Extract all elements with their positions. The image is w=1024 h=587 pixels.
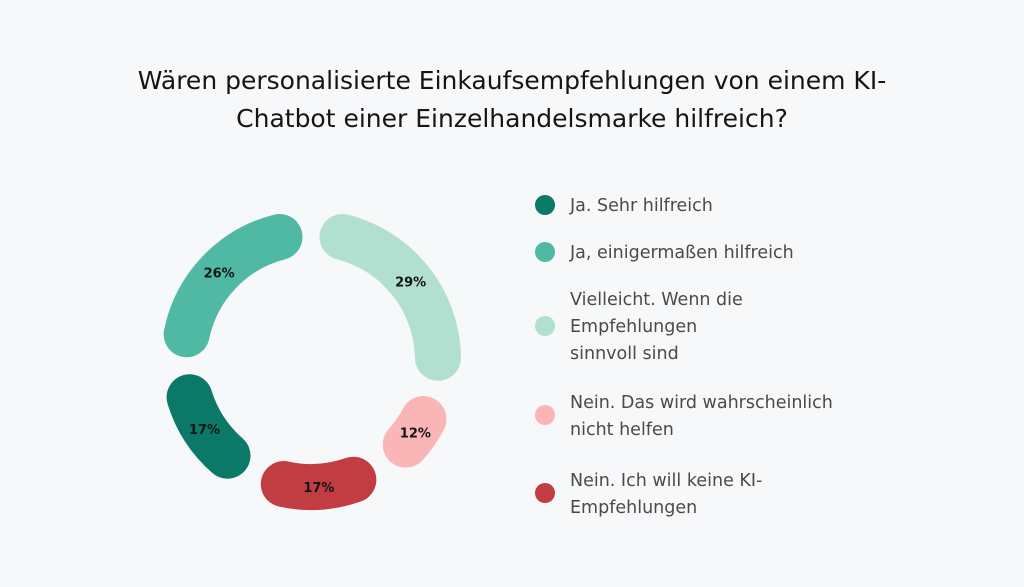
donut-segment-3 [166, 374, 251, 479]
legend-item-ja-sehr-hilfreich: Ja. Sehr hilfreich [535, 193, 860, 220]
donut-label-0: 29% [395, 275, 426, 290]
legend-label: Nein. Das wird wahrscheinlich nicht helf… [570, 393, 833, 440]
legend-label: Nein. Ich will keine KI- Empfehlungen [570, 471, 763, 518]
donut-percent-labels: 29% 12% 17% 17% 26% [189, 266, 431, 495]
legend-swatch [535, 483, 555, 503]
legend-swatch [535, 242, 555, 262]
donut-segment-0 [319, 213, 461, 381]
legend-item-nein-keine-ki: Nein. Ich will keine KI- Empfehlungen [535, 471, 860, 522]
donut-label-3: 17% [189, 423, 220, 438]
legend-label: Ja, einigermaßen hilfreich [570, 243, 794, 263]
legend-item-nein-wahrscheinlich-nicht: Nein. Das wird wahrscheinlich nicht helf… [535, 393, 860, 444]
legend-item-vielleicht: Vielleicht. Wenn die Empfehlungen sinnvo… [535, 290, 860, 368]
donut-label-4: 26% [204, 266, 235, 281]
chart-title-line-1: Wären personalisierte Einkaufsempfehlung… [137, 66, 887, 95]
legend-swatch [535, 195, 555, 215]
chart-title-line-2: Chatbot einer Einzelhandelsmarke hilfrei… [236, 104, 788, 133]
legend-label: Vielleicht. Wenn die Empfehlungen sinnvo… [570, 290, 743, 364]
donut-label-2: 17% [303, 481, 334, 496]
donut-chart: 29% 12% 17% 17% 26% [163, 213, 461, 510]
donut-segment-4 [163, 213, 303, 358]
donut-segment-2 [260, 456, 377, 510]
donut-segments [163, 213, 461, 510]
chart-title: Wären personalisierte Einkaufsempfehlung… [0, 62, 1024, 138]
legend-label: Ja. Sehr hilfreich [570, 196, 713, 216]
donut-label-1: 12% [400, 426, 431, 441]
donut-segment-1 [382, 396, 447, 468]
legend-item-ja-einigermassen-hilfreich: Ja, einigermaßen hilfreich [535, 240, 860, 267]
legend-swatch [535, 405, 555, 425]
legend-swatch [535, 316, 555, 336]
